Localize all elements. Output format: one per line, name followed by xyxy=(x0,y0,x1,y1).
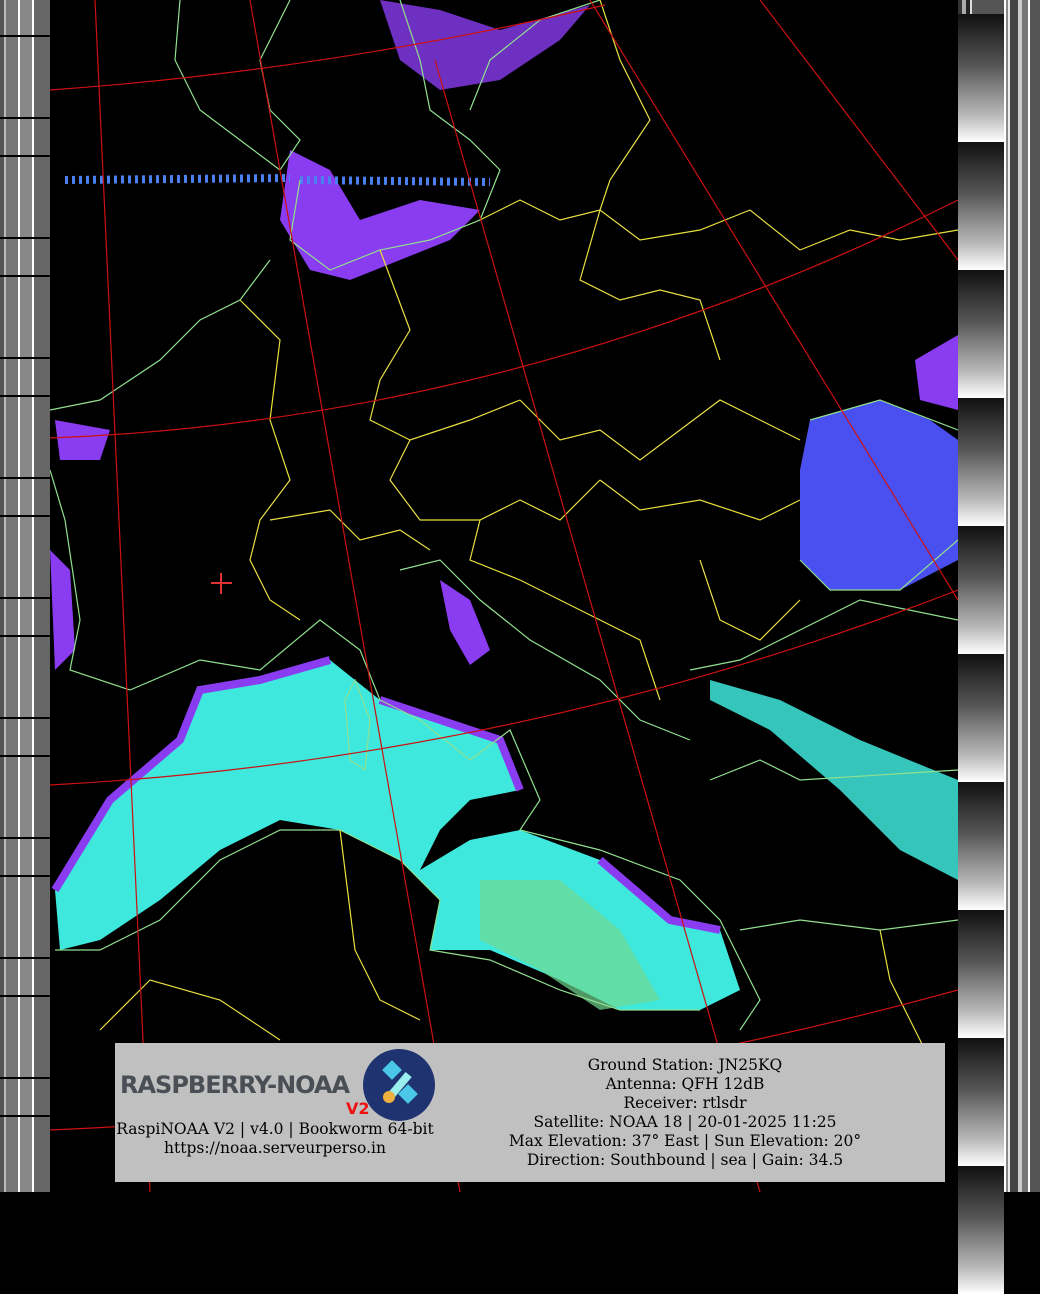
telemetry-wedge xyxy=(958,526,1004,654)
cloud-black-sea xyxy=(800,400,958,590)
telemetry-wedge xyxy=(958,270,1004,398)
antenna: Antenna: QFH 12dB xyxy=(605,1075,765,1093)
telemetry-tick xyxy=(0,957,50,959)
telemetry-wedge xyxy=(958,14,1004,142)
telemetry-wedge xyxy=(958,142,1004,270)
telemetry-wedge xyxy=(958,1166,1004,1294)
telemetry-wedge xyxy=(958,910,1004,1038)
software-info: RaspiNOAA V2 | v4.0 | Bookworm 64-bit ht… xyxy=(115,1120,435,1158)
telemetry-tick xyxy=(0,275,50,277)
telemetry-tick xyxy=(0,755,50,757)
raspberry-noaa-logo: RASPBERRY-NOAA V2 xyxy=(120,1049,440,1121)
telemetry-tick xyxy=(0,357,50,359)
satellite-map xyxy=(50,0,958,1192)
telemetry-tick xyxy=(0,117,50,119)
borders xyxy=(99,0,958,1081)
cloud-mediterranean-east xyxy=(480,880,660,1010)
telemetry-tick xyxy=(0,1115,50,1117)
software-version: RaspiNOAA V2 | v4.0 | Bookworm 64-bit xyxy=(116,1120,434,1138)
receiver: Receiver: rtlsdr xyxy=(623,1094,747,1112)
telemetry-tick xyxy=(0,515,50,517)
telemetry-wedge xyxy=(958,398,1004,526)
cloud-purple-edges xyxy=(51,656,721,934)
telemetry-tick xyxy=(0,1077,50,1079)
telemetry-tick xyxy=(0,237,50,239)
telemetry-tick xyxy=(0,717,50,719)
telemetry-strip-right xyxy=(958,0,1040,1294)
cloud-caspian-edge xyxy=(915,335,958,410)
station-url: https://noaa.serveurperso.in xyxy=(164,1139,386,1157)
info-panel: RASPBERRY-NOAA V2 RaspiNOAA V2 | v4.0 | … xyxy=(115,1043,945,1182)
telemetry-tick xyxy=(0,477,50,479)
telemetry-tick xyxy=(0,1197,50,1199)
telemetry-wedge xyxy=(958,782,1004,910)
telemetry-wedge xyxy=(958,654,1004,782)
cloud-band xyxy=(64,174,491,186)
satellite-icon xyxy=(363,1049,435,1121)
ground-station: Ground Station: JN25KQ xyxy=(587,1056,783,1074)
telemetry-tick xyxy=(0,395,50,397)
telemetry-tick xyxy=(0,35,50,37)
telemetry-wedge xyxy=(958,1038,1004,1166)
cloud-aegean xyxy=(710,680,958,880)
telemetry-strip-left xyxy=(0,0,50,1199)
elevation: Max Elevation: 37° East | Sun Elevation:… xyxy=(508,1132,862,1150)
pass-info: Ground Station: JN25KQ Antenna: QFH 12dB… xyxy=(485,1056,885,1170)
cloud-adriatic xyxy=(440,580,490,665)
cloud-biscay xyxy=(50,420,110,670)
logo-text: RASPBERRY-NOAA xyxy=(120,1071,350,1099)
telemetry-tick xyxy=(0,875,50,877)
logo-version: V2 xyxy=(346,1099,370,1118)
telemetry-tick xyxy=(0,155,50,157)
satellite: Satellite: NOAA 18 | 20-01-2025 11:25 xyxy=(533,1113,837,1131)
telemetry-tick xyxy=(0,995,50,997)
telemetry-tick xyxy=(0,597,50,599)
station-marker xyxy=(211,573,232,594)
direction: Direction: Southbound | sea | Gain: 34.5 xyxy=(526,1151,844,1169)
telemetry-tick xyxy=(0,837,50,839)
telemetry-tick xyxy=(0,635,50,637)
